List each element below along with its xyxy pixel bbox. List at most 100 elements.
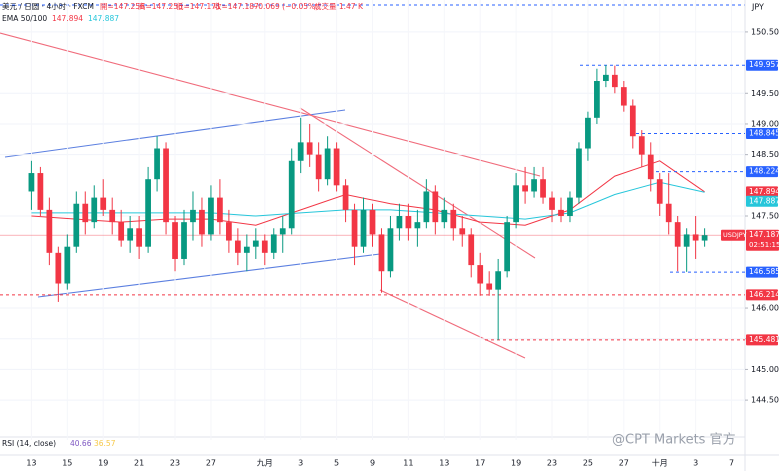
candle-body [243,246,250,253]
ema-badge: 147.887 [749,196,779,205]
header-close: 收=147.187 [214,1,259,11]
candle-body [199,209,205,235]
rsi-value: 40.66 [70,439,92,448]
candle-body [64,246,71,284]
y-tick-label: 147.500 [751,212,779,221]
ema-legend-value: 147.894 [52,14,83,23]
candle-body [333,148,340,186]
candle-body [324,148,331,180]
candle-body [118,222,125,241]
candle-body [647,154,654,180]
x-tick-label: 19 [98,459,108,468]
ema-badge-box [746,195,778,207]
candle-body [531,179,537,192]
candle-body [288,160,295,229]
level-label-box [746,59,778,71]
y-tick-label: 148.500 [751,150,779,159]
candle-body [28,173,35,192]
candle-body [172,222,178,259]
candle-body [145,179,151,247]
candle-body [91,197,98,223]
candle-body [638,136,645,155]
x-tick-label: 25 [583,459,593,468]
candle-body [504,222,511,272]
level-label: 148.845 [749,128,779,137]
level-label-box [746,127,778,139]
x-tick-label: 11 [403,459,413,468]
candle-body [674,222,681,247]
trend-lines [0,32,541,359]
x-tick-label: 27 [619,459,629,468]
resistance-line [0,32,541,177]
candle-body [378,234,385,272]
candle-body [665,203,672,223]
x-tick-label: 23 [170,459,180,468]
x-tick-label: 7 [729,459,734,468]
candle-body [414,222,421,229]
candle-body [315,154,322,180]
candle-body [46,209,53,253]
level-label: 148.224 [749,167,779,176]
candle-body [163,148,169,223]
candle-body [396,216,403,229]
currency-label: JPY [751,3,764,12]
level-label-box [746,289,778,301]
candle-body [620,87,627,106]
candle-body [405,216,412,229]
rsi-label: RSI (14, close) [2,439,56,448]
candle-body [450,209,457,229]
x-tick-label: 5 [334,459,339,468]
candle-body [441,209,448,223]
falling-support [379,289,526,359]
candle-body [513,185,519,223]
symbol-box [721,229,745,241]
candle-body [73,203,80,247]
candle-body [82,203,89,223]
last-price-box [746,229,779,251]
candle-body [136,228,142,247]
last-price: 147.187 [749,230,779,239]
ema-line [31,160,705,226]
candle-body [109,209,116,223]
level-label: 146.585 [749,267,779,276]
x-tick-label: 十月 [652,458,668,468]
level-label-box [746,166,778,178]
x-tick-label: 9 [370,459,375,468]
header-symbol: 美元 / 日圆 · 4小时 · FXCM [2,1,94,11]
candle-body [558,209,564,217]
candle-body [181,222,187,259]
candle-body [261,240,268,253]
candle-body [279,228,286,235]
candle-body [37,173,44,210]
watermark: @CPT Markets 官方 [612,432,736,448]
candle-body [217,197,223,223]
candle-body [603,74,609,82]
symbol-label: USDJPY [723,231,747,239]
y-tick-label: 149.000 [751,119,779,128]
channel-lower [37,253,381,298]
candle-body [477,265,484,284]
falling-line [299,107,536,259]
candle-body [208,197,214,235]
header-low: 低=147.171 [176,1,221,11]
candle-body [486,283,493,290]
y-tick-label: 150.500 [751,27,779,36]
ema-legend-value: 147.887 [88,14,119,23]
ema-badge: 147.894 [749,187,779,196]
candle-body [576,148,582,198]
candle-body [342,185,349,210]
x-tick-label: 27 [206,459,216,468]
candle-body [154,148,160,180]
candle-body [495,271,502,290]
header-change: −0.069 (−0.05%) [252,2,318,11]
y-tick-label: 146.000 [751,304,779,313]
header-high: 高=147.256 [138,1,183,11]
candle-body [360,209,367,247]
level-label: 145.481 [749,335,779,344]
y-tick-label: 145.000 [751,365,779,374]
level-label-box [746,266,778,278]
candle-body [423,191,430,223]
x-tick-label: 21 [134,459,144,468]
x-tick-label: 九月 [257,459,273,468]
candle-body [522,185,528,192]
